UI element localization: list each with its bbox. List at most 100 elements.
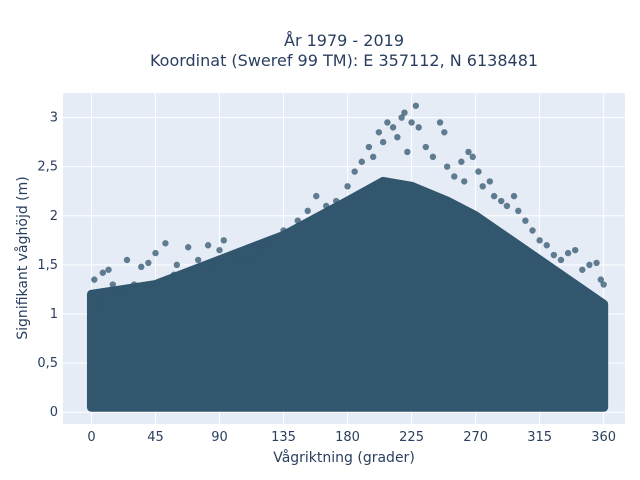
scatter-point xyxy=(105,266,112,273)
chart-title: År 1979 - 2019 xyxy=(284,31,404,50)
scatter-point xyxy=(304,207,311,215)
scatter-point xyxy=(394,133,401,141)
x-tick-label: 0 xyxy=(87,430,95,445)
scatter-point xyxy=(344,183,351,190)
y-tick-label: 0 xyxy=(50,405,58,420)
scatter-point xyxy=(503,202,511,210)
scatter-point xyxy=(543,242,550,249)
scatter-point xyxy=(162,240,169,247)
scatter-point xyxy=(185,244,192,251)
x-tick-label: 180 xyxy=(335,430,360,445)
scatter-points xyxy=(88,102,607,308)
scatter-point xyxy=(557,256,565,264)
scatter-point xyxy=(515,207,522,215)
scatter-point xyxy=(170,271,178,278)
scatter-point xyxy=(280,227,287,234)
scatter-point xyxy=(244,256,252,264)
scatter-point xyxy=(572,246,579,254)
scatter-point xyxy=(498,197,505,205)
scatter-point xyxy=(443,163,451,170)
scatter-point xyxy=(204,242,212,249)
y-tick-label: 2,5 xyxy=(37,160,58,175)
scatter-point xyxy=(145,259,152,267)
scatter-point xyxy=(593,259,600,267)
y-tick-label: 2 xyxy=(50,209,58,224)
scatter-point xyxy=(91,276,98,283)
point-cloud xyxy=(86,176,609,412)
scatter-point xyxy=(209,266,216,273)
scatter-point xyxy=(332,197,340,205)
scatter-point xyxy=(490,192,498,200)
y-tick-label: 3 xyxy=(50,111,58,126)
scatter-point xyxy=(429,153,437,161)
scatter-point xyxy=(369,153,377,161)
scatter-point xyxy=(522,217,529,224)
x-tick-label: 45 xyxy=(147,430,164,445)
x-tick-label: 360 xyxy=(591,430,616,445)
scatter-point xyxy=(389,124,397,131)
scatter-point xyxy=(152,249,159,257)
scatter-point xyxy=(469,153,476,161)
y-tick-labels: 0 0,5 1 1,5 2 2,5 3 xyxy=(37,111,58,421)
scatter-point xyxy=(404,148,411,156)
x-tick-labels: 0 45 90 135 180 225 270 315 360 xyxy=(87,430,616,445)
scatter-point xyxy=(550,251,558,259)
scatter-point xyxy=(510,192,518,200)
y-axis-title: Signifikant våghöjd (m) xyxy=(14,176,31,339)
scatter-point xyxy=(586,261,593,269)
scatter-point xyxy=(323,202,330,210)
scatter-point xyxy=(294,217,301,224)
scatter-point xyxy=(564,249,572,257)
scatter-point xyxy=(216,246,223,254)
x-axis-title: Vågriktning (grader) xyxy=(273,449,415,466)
scatter-point xyxy=(479,183,486,190)
scatter-point xyxy=(109,281,116,288)
scatter-point xyxy=(415,124,422,131)
scatter-point xyxy=(123,256,131,264)
scatter-point xyxy=(351,168,358,175)
scatter-point xyxy=(486,178,494,185)
scatter-point xyxy=(173,261,181,269)
scatter-point xyxy=(465,148,472,156)
scatter-point xyxy=(401,109,408,116)
scatter-point xyxy=(230,251,237,259)
scatter-point xyxy=(95,300,102,308)
scatter-point xyxy=(451,173,458,180)
chart-subtitle: Koordinat (Sweref 99 TM): E 357112, N 61… xyxy=(150,51,538,70)
scatter-point xyxy=(422,143,430,151)
scatter-point xyxy=(475,168,482,175)
scatter-point xyxy=(398,114,405,121)
scatter-point xyxy=(220,237,227,244)
scatter-point xyxy=(408,119,415,126)
scatter-point xyxy=(88,291,95,298)
scatter-point xyxy=(600,281,607,288)
scatter-point xyxy=(412,102,420,109)
scatter-point xyxy=(99,269,107,276)
scatter-point xyxy=(194,256,202,264)
scatter-point xyxy=(529,227,536,234)
x-tick-label: 315 xyxy=(527,430,552,445)
y-tick-label: 1 xyxy=(50,307,58,322)
scatter-point xyxy=(441,129,448,136)
scatter-point xyxy=(379,138,387,146)
scatter-point xyxy=(256,246,263,254)
scatter-point xyxy=(461,178,468,185)
scatter-point xyxy=(384,119,391,126)
x-tick-label: 270 xyxy=(463,430,488,445)
y-tick-label: 1,5 xyxy=(37,258,58,273)
scatter-point xyxy=(313,192,320,200)
scatter-point xyxy=(536,237,543,244)
scatter-point xyxy=(358,158,365,165)
scatter-point xyxy=(138,263,145,271)
scatter-point xyxy=(579,266,586,273)
scatter-point xyxy=(266,242,273,249)
scatter-point xyxy=(130,281,138,288)
x-tick-label: 225 xyxy=(399,430,424,445)
scatter-point xyxy=(116,286,124,293)
y-tick-label: 0,5 xyxy=(37,356,58,371)
scatter-point xyxy=(597,276,605,283)
scatter-point xyxy=(458,158,465,165)
x-tick-label: 90 xyxy=(211,430,228,445)
scatter-point xyxy=(436,119,444,126)
